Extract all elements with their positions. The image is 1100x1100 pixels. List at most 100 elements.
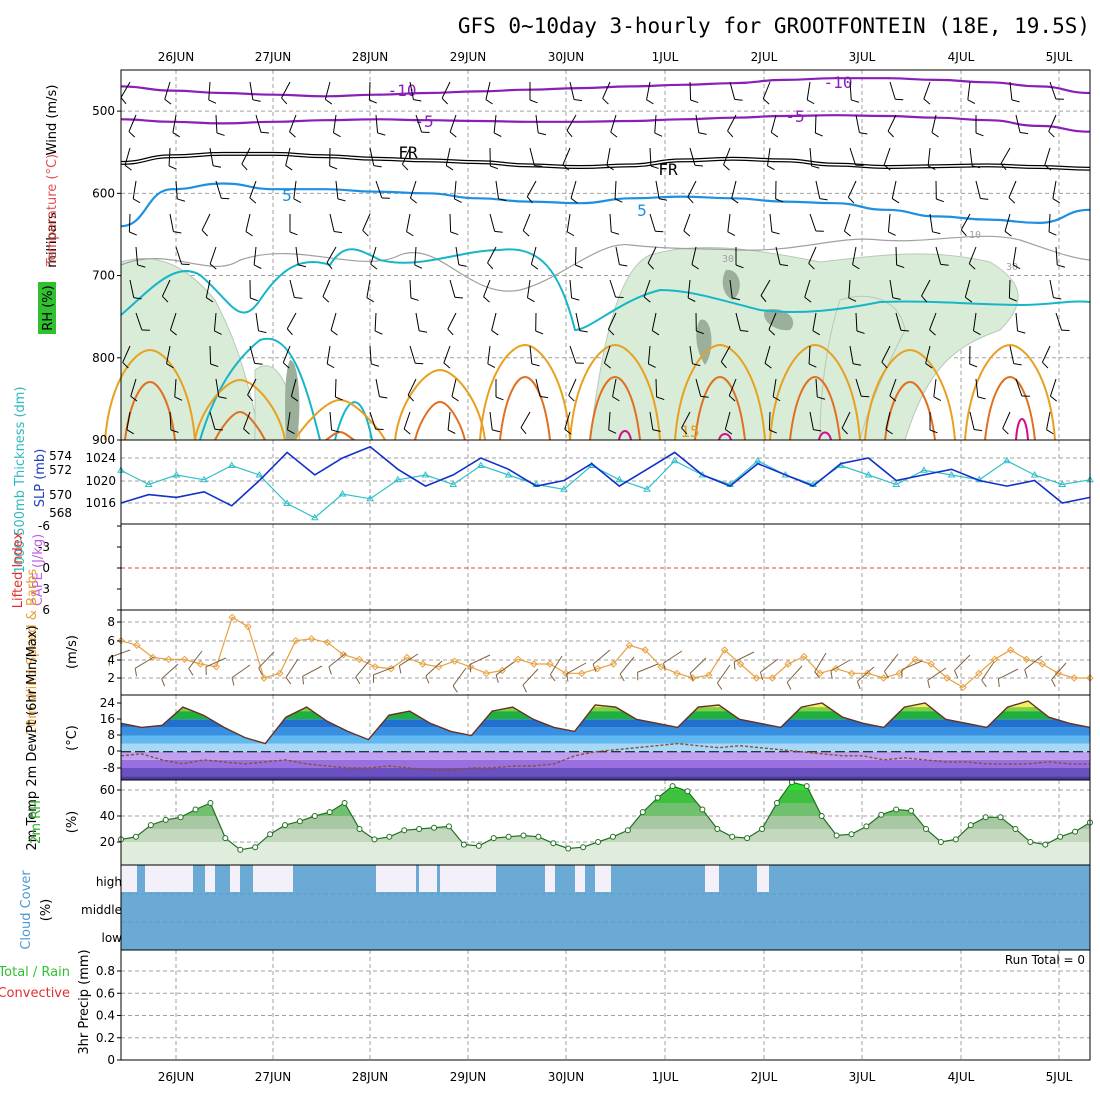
wind10m-point [419, 660, 427, 668]
upper-wind-barb-flag [895, 98, 904, 101]
upper-wind-barb-flag [619, 264, 628, 267]
wind10m-barb-flag [549, 674, 556, 682]
upper-wind-barb-flag [447, 328, 454, 336]
temp2m-tick-24: 24 [100, 696, 115, 710]
temp2m-tick-8: 8 [107, 728, 115, 742]
upper-wind-barb-flag [566, 231, 575, 237]
upper-wind-barb-flag [734, 98, 743, 101]
upper-wind-barb-flag [812, 330, 821, 336]
upper-wind-barb-flag [1050, 395, 1057, 402]
upper-wind-barb-flag [129, 231, 137, 236]
upper-wind-barb [929, 312, 937, 330]
upper-wind-barb [883, 147, 891, 166]
isotherm-25-lobe-1 [718, 433, 732, 441]
upper-wind-barb [1046, 411, 1051, 430]
rh2m-point [445, 823, 452, 830]
panel-frame [120, 949, 1091, 1061]
isotherm-15-lobe-9 [964, 343, 1056, 441]
upper-wind-barb [375, 378, 380, 397]
upper-wind-barb [243, 411, 251, 429]
thickness-point [421, 471, 430, 478]
upper-wind-barb [564, 411, 571, 430]
upper-wind-barb-flag [771, 131, 779, 138]
upper-wind-barb-flag [402, 163, 409, 171]
wind10m-point [196, 660, 205, 668]
upper-wind-barb-flag [651, 330, 660, 336]
upper-wind-barb [687, 279, 691, 298]
upper-wind-barb-flag [604, 362, 611, 369]
ylabel-precip: 3hr Precip (mm) [77, 949, 92, 1054]
upper-wind-barb [727, 114, 737, 132]
cloud-gap-10 [545, 865, 555, 892]
cloud-gap-12 [595, 865, 611, 892]
thickness-point [172, 471, 181, 478]
upper-wind-barb-flag [243, 428, 250, 435]
upper-wind-barb [881, 345, 891, 363]
upper-wind-barb-flag [980, 197, 989, 200]
chart-title: GFS 0~10day 3-hourly for GROOTFONTEIN (1… [458, 14, 1090, 38]
wind10m-barb-flag [814, 671, 821, 679]
upper-wind-barb [969, 147, 973, 166]
isotherm-5 [120, 182, 1091, 228]
upper-wind-barb [414, 246, 417, 265]
upper-wind-barb-flag [900, 329, 909, 332]
upper-wind-barb-flag [659, 198, 668, 201]
wind10m-point [911, 655, 919, 664]
rh2m-point [639, 809, 646, 816]
upper-wind-barb [135, 246, 139, 265]
upper-wind-barb-flag [289, 231, 298, 236]
wind10m-barb-flag [452, 685, 458, 693]
wind10m-barb-flag [328, 666, 332, 675]
upper-wind-barb [849, 147, 857, 166]
upper-wind-barb-flag [811, 165, 820, 169]
upper-wind-barb-flag [808, 363, 817, 368]
upper-wind-barb-flag [851, 99, 860, 103]
upper-wind-barb [249, 345, 256, 364]
ylabel-upper-temp: Temperature (°C) [45, 154, 60, 267]
date-top-3jul: 3JUL [849, 50, 876, 64]
ylabel-slp: SLP (mb) [33, 449, 48, 508]
isotherm-label-15: 15 [680, 422, 699, 441]
isotherm-25-lobe-2 [818, 431, 832, 441]
isotherm-10-lower-2 [334, 401, 373, 441]
rh-legend-swatch [38, 282, 56, 334]
wind10m-barb-flag [231, 677, 235, 686]
wind10m-barb [619, 656, 635, 675]
upper-wind-barb [535, 378, 541, 397]
wind10m-barb [258, 651, 275, 669]
upper-wind-barb-flag [1044, 164, 1052, 171]
rh2m-point [967, 822, 974, 829]
upper-wind-barb [727, 213, 731, 232]
temp-band [121, 768, 1090, 777]
wind10m-barb-flag [134, 668, 138, 677]
wind10m-barb-flag [161, 678, 166, 687]
upper-wind-barb [443, 345, 451, 364]
wind10m-barb [689, 657, 707, 674]
upper-wind-barb [766, 147, 771, 166]
upper-wind-barb [526, 279, 531, 298]
upper-wind-barb [562, 147, 571, 165]
upper-wind-barb [775, 246, 781, 265]
upper-wind-barb [855, 114, 860, 133]
upper-wind-barb [609, 213, 612, 232]
upper-wind-barb-flag [330, 329, 338, 336]
wind10m-point [323, 638, 332, 647]
wind10m-barb [734, 651, 755, 663]
upper-wind-barb [126, 411, 131, 430]
upper-wind-barb-flag [485, 99, 493, 105]
upper-wind-barb-flag [575, 264, 583, 269]
run-total: Run Total = 0 [1005, 953, 1085, 967]
upper-wind-barb-flag [520, 427, 527, 435]
rh2m-tick-60: 60 [100, 783, 115, 797]
upper-wind-barb [728, 378, 737, 396]
rh2m-point [818, 813, 825, 819]
upper-wind-barb-flag [1013, 363, 1022, 366]
upper-wind-barb [1041, 345, 1051, 363]
upper-wind-barb-flag [377, 132, 386, 136]
upper-wind-barb-flag [696, 330, 705, 335]
ylabel-temp2m-unit: (°C) [65, 725, 80, 751]
upper-wind-barb [161, 279, 171, 297]
upper-wind-barb [964, 279, 971, 298]
slp-tick-1016: 1016 [85, 496, 116, 510]
upper-wind-barb-flag [370, 263, 378, 270]
